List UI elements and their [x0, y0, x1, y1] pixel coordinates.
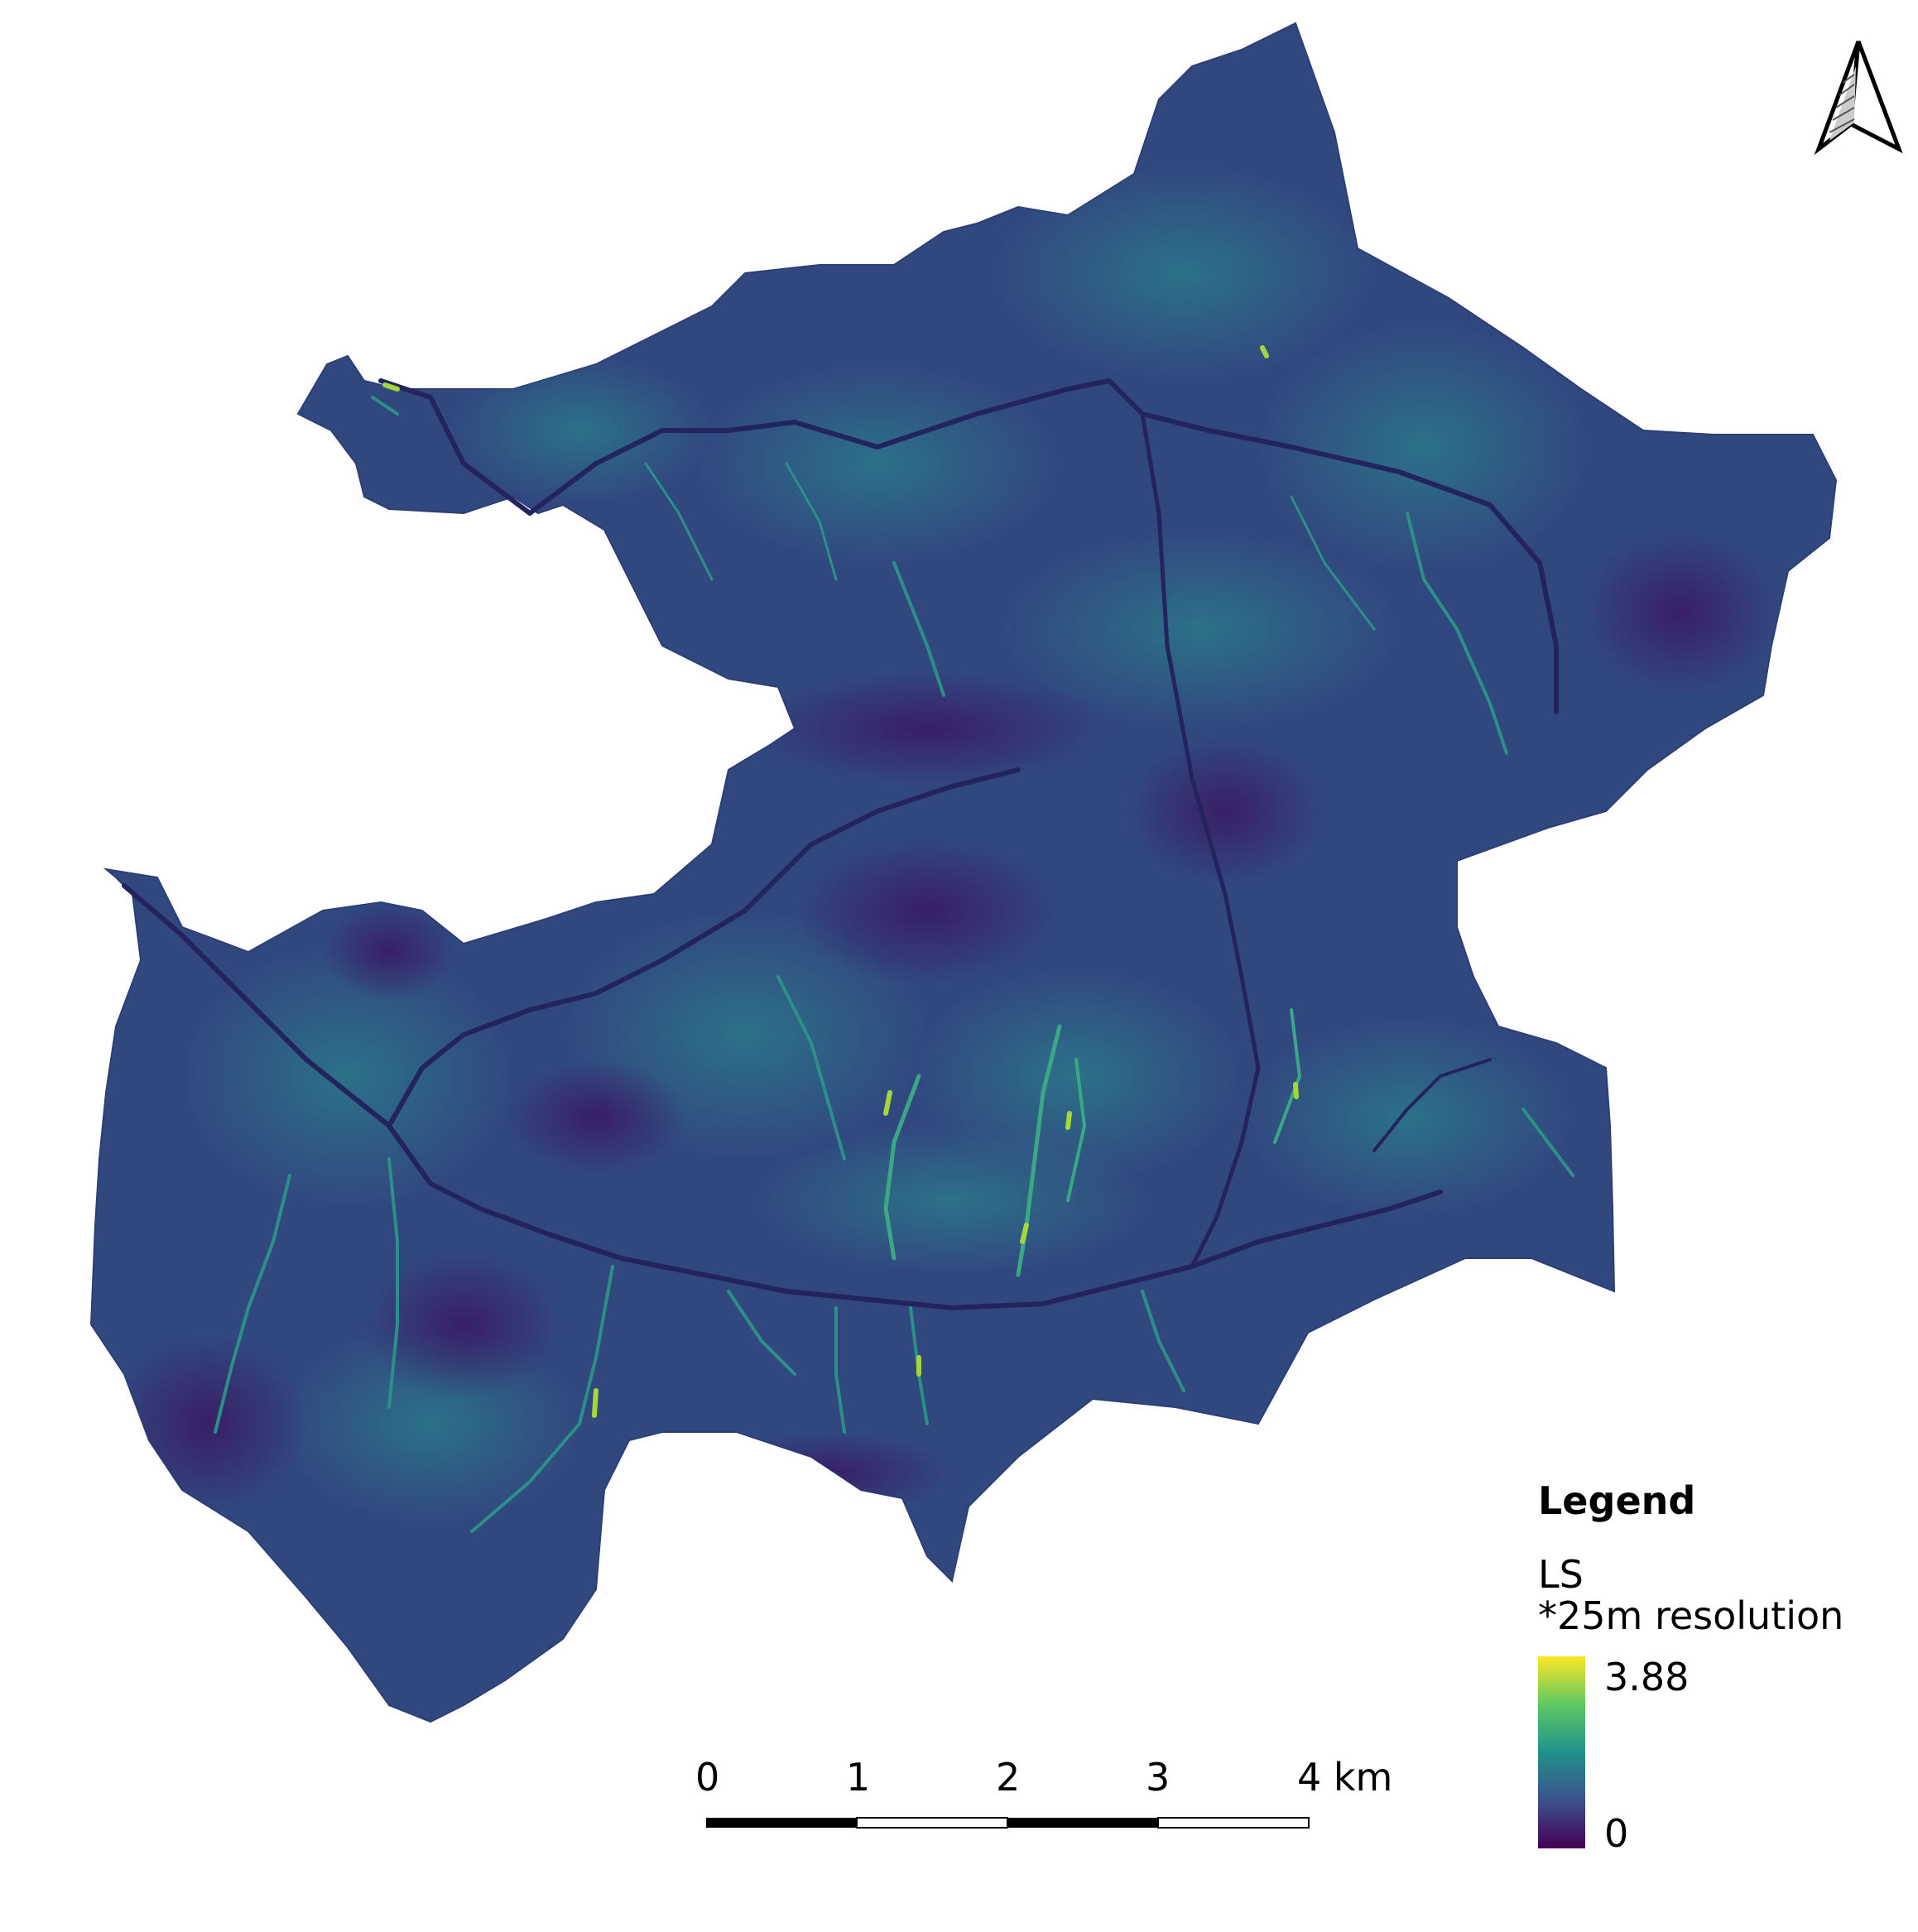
legend-layer-name: LS — [1538, 1552, 1584, 1597]
legend-title: Legend — [1538, 1478, 1696, 1523]
scale-label-4km: 4 km — [1297, 1755, 1393, 1800]
stream-network — [122, 345, 1574, 1533]
ramp-max-label: 3.88 — [1604, 1655, 1690, 1699]
ramp-min-label: 0 — [1604, 1811, 1629, 1856]
scale-bar — [706, 1817, 1310, 1829]
scale-label-1: 1 — [846, 1755, 871, 1800]
scale-label-3: 3 — [1146, 1755, 1171, 1800]
legend: Legend LS *25m resolution 3.88 0 — [1538, 1478, 1886, 1854]
color-ramp — [1538, 1656, 1585, 1848]
scale-label-0: 0 — [695, 1755, 720, 1800]
scale-label-2: 2 — [996, 1755, 1021, 1800]
ls-raster-texture — [108, 166, 1780, 1523]
north-arrow-icon — [1814, 41, 1903, 156]
legend-layer-note: *25m resolution — [1538, 1593, 1844, 1638]
